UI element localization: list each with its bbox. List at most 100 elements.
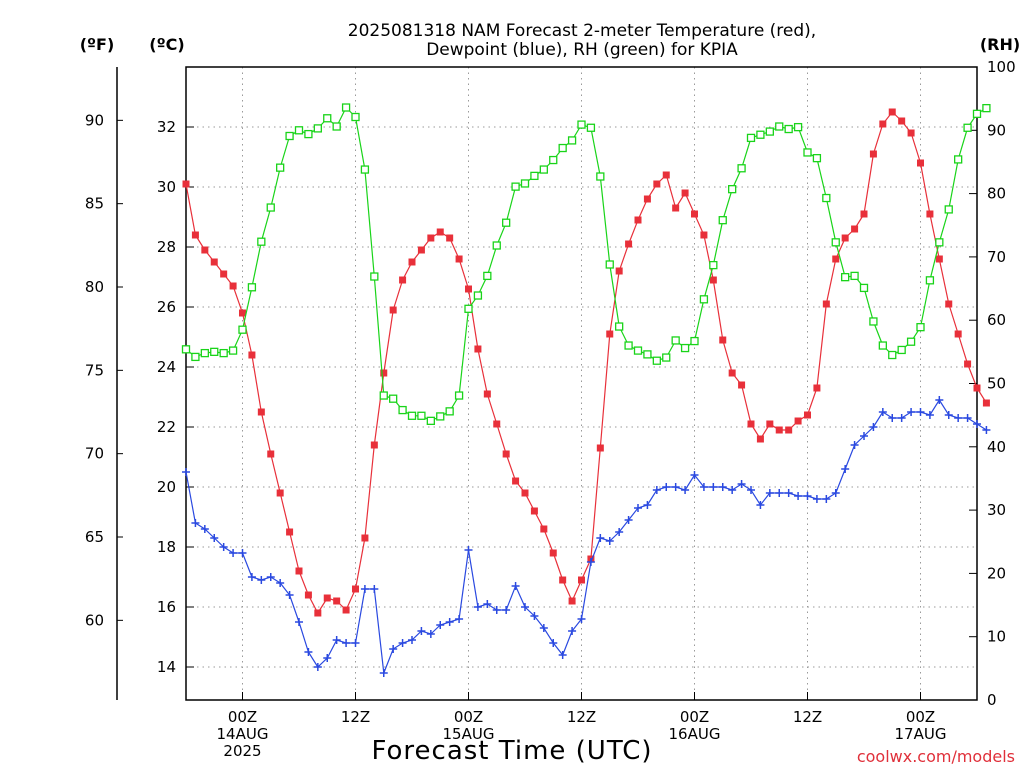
rh-tick-label: 30 — [987, 501, 1006, 519]
rh-point — [351, 112, 360, 122]
temperature-point — [493, 420, 501, 428]
dewpoint-point — [634, 504, 642, 512]
rh-point — [558, 143, 567, 153]
rh-point — [426, 416, 435, 425]
rh-point — [228, 346, 238, 355]
dewpoint-point — [455, 615, 464, 623]
dewpoint-point — [445, 618, 454, 626]
temperature-point — [333, 597, 341, 605]
temperature-point — [248, 351, 256, 359]
dewpoint-point — [568, 627, 577, 635]
temperature-point — [220, 270, 228, 278]
temperature-point — [888, 108, 896, 116]
dewpoint-point — [747, 486, 755, 494]
dewpoint-point — [878, 408, 887, 416]
temperature-point — [700, 231, 708, 239]
temperature-point — [662, 171, 670, 179]
rh-point — [841, 273, 850, 282]
temperature-point — [822, 300, 830, 308]
rh-point — [972, 109, 982, 118]
rh-point — [746, 133, 756, 143]
dewpoint-point — [831, 489, 840, 497]
dewpoint-point — [916, 408, 925, 416]
temperature-point — [804, 411, 811, 419]
chart-title-line-2: Dewpoint (blue), RH (green) for KPIA — [426, 40, 738, 60]
dewpoint-point — [426, 630, 435, 638]
rh-point — [304, 129, 313, 139]
rh-point — [737, 164, 746, 173]
rh-point — [671, 336, 680, 345]
rh-point — [869, 317, 878, 326]
dewpoint-point — [210, 534, 219, 542]
temperature-point — [606, 330, 614, 338]
temperature-point — [276, 489, 284, 497]
temperature-point — [775, 426, 783, 434]
rh-point — [775, 122, 784, 131]
temperature-point — [436, 228, 444, 236]
rh-point — [756, 130, 765, 139]
rh-point — [596, 172, 605, 181]
temperature-point — [813, 384, 821, 392]
rh-point — [445, 407, 454, 416]
dewpoint-point — [888, 414, 897, 422]
dewpoint-point — [822, 495, 831, 503]
rh-point — [370, 272, 379, 281]
dewpoint-point — [784, 489, 793, 497]
dewpoint-point — [728, 486, 737, 494]
rh-point — [360, 165, 370, 174]
dewpoint-point — [558, 651, 567, 659]
dewpoint-point — [718, 483, 727, 491]
temperature-point — [709, 276, 717, 284]
rh-point — [341, 103, 351, 112]
rh-point — [765, 127, 774, 136]
temperature-point — [973, 384, 981, 392]
rh-tick-label: 90 — [987, 121, 1006, 139]
rh-point — [803, 148, 812, 157]
rh-point — [398, 405, 407, 415]
rh-point — [690, 336, 699, 346]
temperature-point — [907, 129, 915, 137]
rh-point — [266, 203, 275, 212]
celsius-tick-label: 30 — [157, 178, 176, 196]
dewpoint-point — [756, 501, 765, 509]
temperature-point — [832, 255, 840, 263]
temperature-point — [361, 534, 369, 542]
rh-point — [916, 323, 925, 332]
temperature-point — [352, 585, 359, 593]
fahrenheit-tick-label: 60 — [85, 611, 104, 629]
dewpoint-point — [285, 591, 294, 599]
dewpoint-point — [681, 486, 690, 494]
temperature-point — [304, 591, 312, 599]
fahrenheit-tick-label: 65 — [85, 528, 104, 546]
dewpoint-point — [247, 573, 256, 581]
temperature-point — [229, 282, 237, 290]
rh-point — [605, 260, 614, 269]
celsius-tick-label: 14 — [157, 658, 176, 676]
rh-tick-label: 100 — [987, 58, 1016, 76]
rh-tick-label: 50 — [987, 375, 1006, 393]
rh-point — [313, 124, 322, 133]
temperature-point — [869, 150, 877, 158]
dewpoint-point — [304, 648, 313, 656]
dewpoint-point — [483, 600, 492, 608]
dewpoint-point — [586, 558, 595, 566]
x-tick-label: 15AUG — [443, 725, 495, 743]
dewpoint-point — [219, 543, 228, 551]
rh-point — [822, 193, 831, 203]
rh-tick-label: 40 — [987, 438, 1006, 456]
dewpoint-point — [624, 516, 633, 524]
dewpoint-point — [370, 585, 379, 593]
rh-point — [191, 352, 200, 362]
gridlines — [186, 67, 977, 700]
temperature-point — [446, 234, 454, 242]
chart-title-line-1: 2025081318 NAM Forecast 2-meter Temperat… — [348, 21, 816, 41]
temperature-point — [954, 330, 962, 338]
dewpoint-point — [925, 411, 934, 419]
x-tick-label: 00Z — [680, 708, 709, 726]
dewpoint-point — [549, 639, 558, 647]
rh-tick-label: 70 — [987, 248, 1006, 266]
temperature-point — [540, 525, 548, 533]
rh-point — [238, 325, 247, 334]
rh-point — [897, 345, 906, 355]
